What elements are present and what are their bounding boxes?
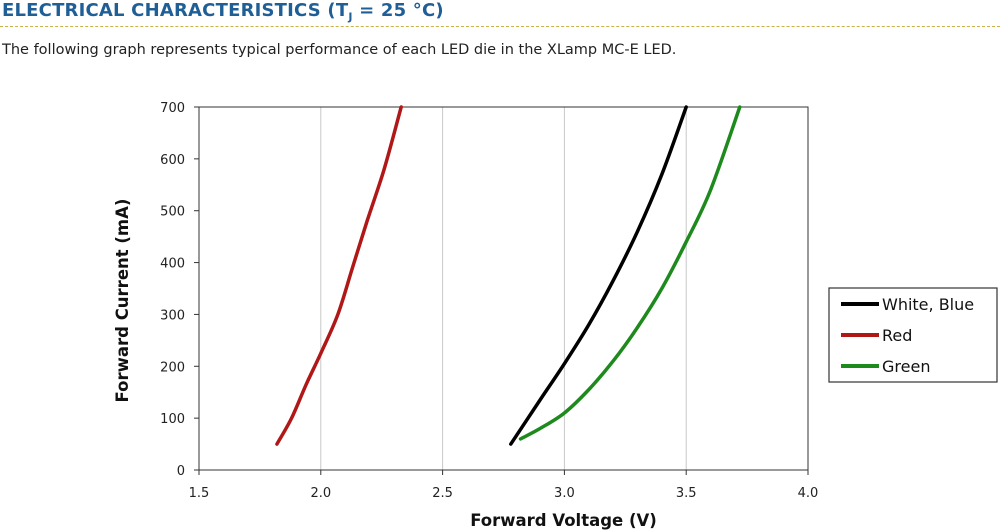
series-line-red <box>275 105 403 446</box>
y-tick-label: 300 <box>160 308 185 323</box>
chart-legend: White, Blue Red Green <box>828 287 998 383</box>
chart-series <box>275 105 742 446</box>
y-tick-label: 700 <box>160 101 185 116</box>
plot-area <box>198 106 809 471</box>
chart-grid <box>320 107 687 470</box>
y-tick-label: 200 <box>160 360 185 375</box>
y-tick-label: 500 <box>160 205 185 220</box>
y-tick-label: 400 <box>160 257 185 272</box>
x-tick-label: 4.0 <box>798 486 819 501</box>
x-tick-label: 3.0 <box>554 486 575 501</box>
section-heading: ELECTRICAL CHARACTERISTICS (TJ = 25 °C) <box>0 0 1000 27</box>
legend-label-green: Green <box>882 357 930 376</box>
section-title: ELECTRICAL CHARACTERISTICS (TJ = 25 °C) <box>2 0 444 24</box>
x-tick-label: 2.0 <box>310 486 331 501</box>
y-tick-label: 0 <box>177 464 185 479</box>
y-tick-label: 600 <box>160 153 185 168</box>
section-title-end: = 25 °C) <box>352 0 444 21</box>
x-tick-label: 3.5 <box>676 486 697 501</box>
y-tick-label: 100 <box>160 412 185 427</box>
section-title-subscript: J <box>348 10 353 24</box>
intro-paragraph: The following graph represents typical p… <box>2 42 677 58</box>
legend-label-red: Red <box>882 326 912 345</box>
series-line-green <box>518 105 742 441</box>
section-title-main: ELECTRICAL CHARACTERISTICS (T <box>2 0 349 21</box>
x-tick-label: 2.5 <box>432 486 453 501</box>
y-axis-label: Forward Current (mA) <box>113 199 132 403</box>
chart-ticks: 1.5 2.0 2.5 3.0 3.5 4.0 0 100 200 300 400 500 600 700 <box>160 101 818 501</box>
series-line-white-blue <box>509 105 688 446</box>
legend-label-white-blue: White, Blue <box>882 295 974 314</box>
x-axis-label: Forward Voltage (V) <box>470 511 657 530</box>
x-tick-label: 1.5 <box>189 486 210 501</box>
